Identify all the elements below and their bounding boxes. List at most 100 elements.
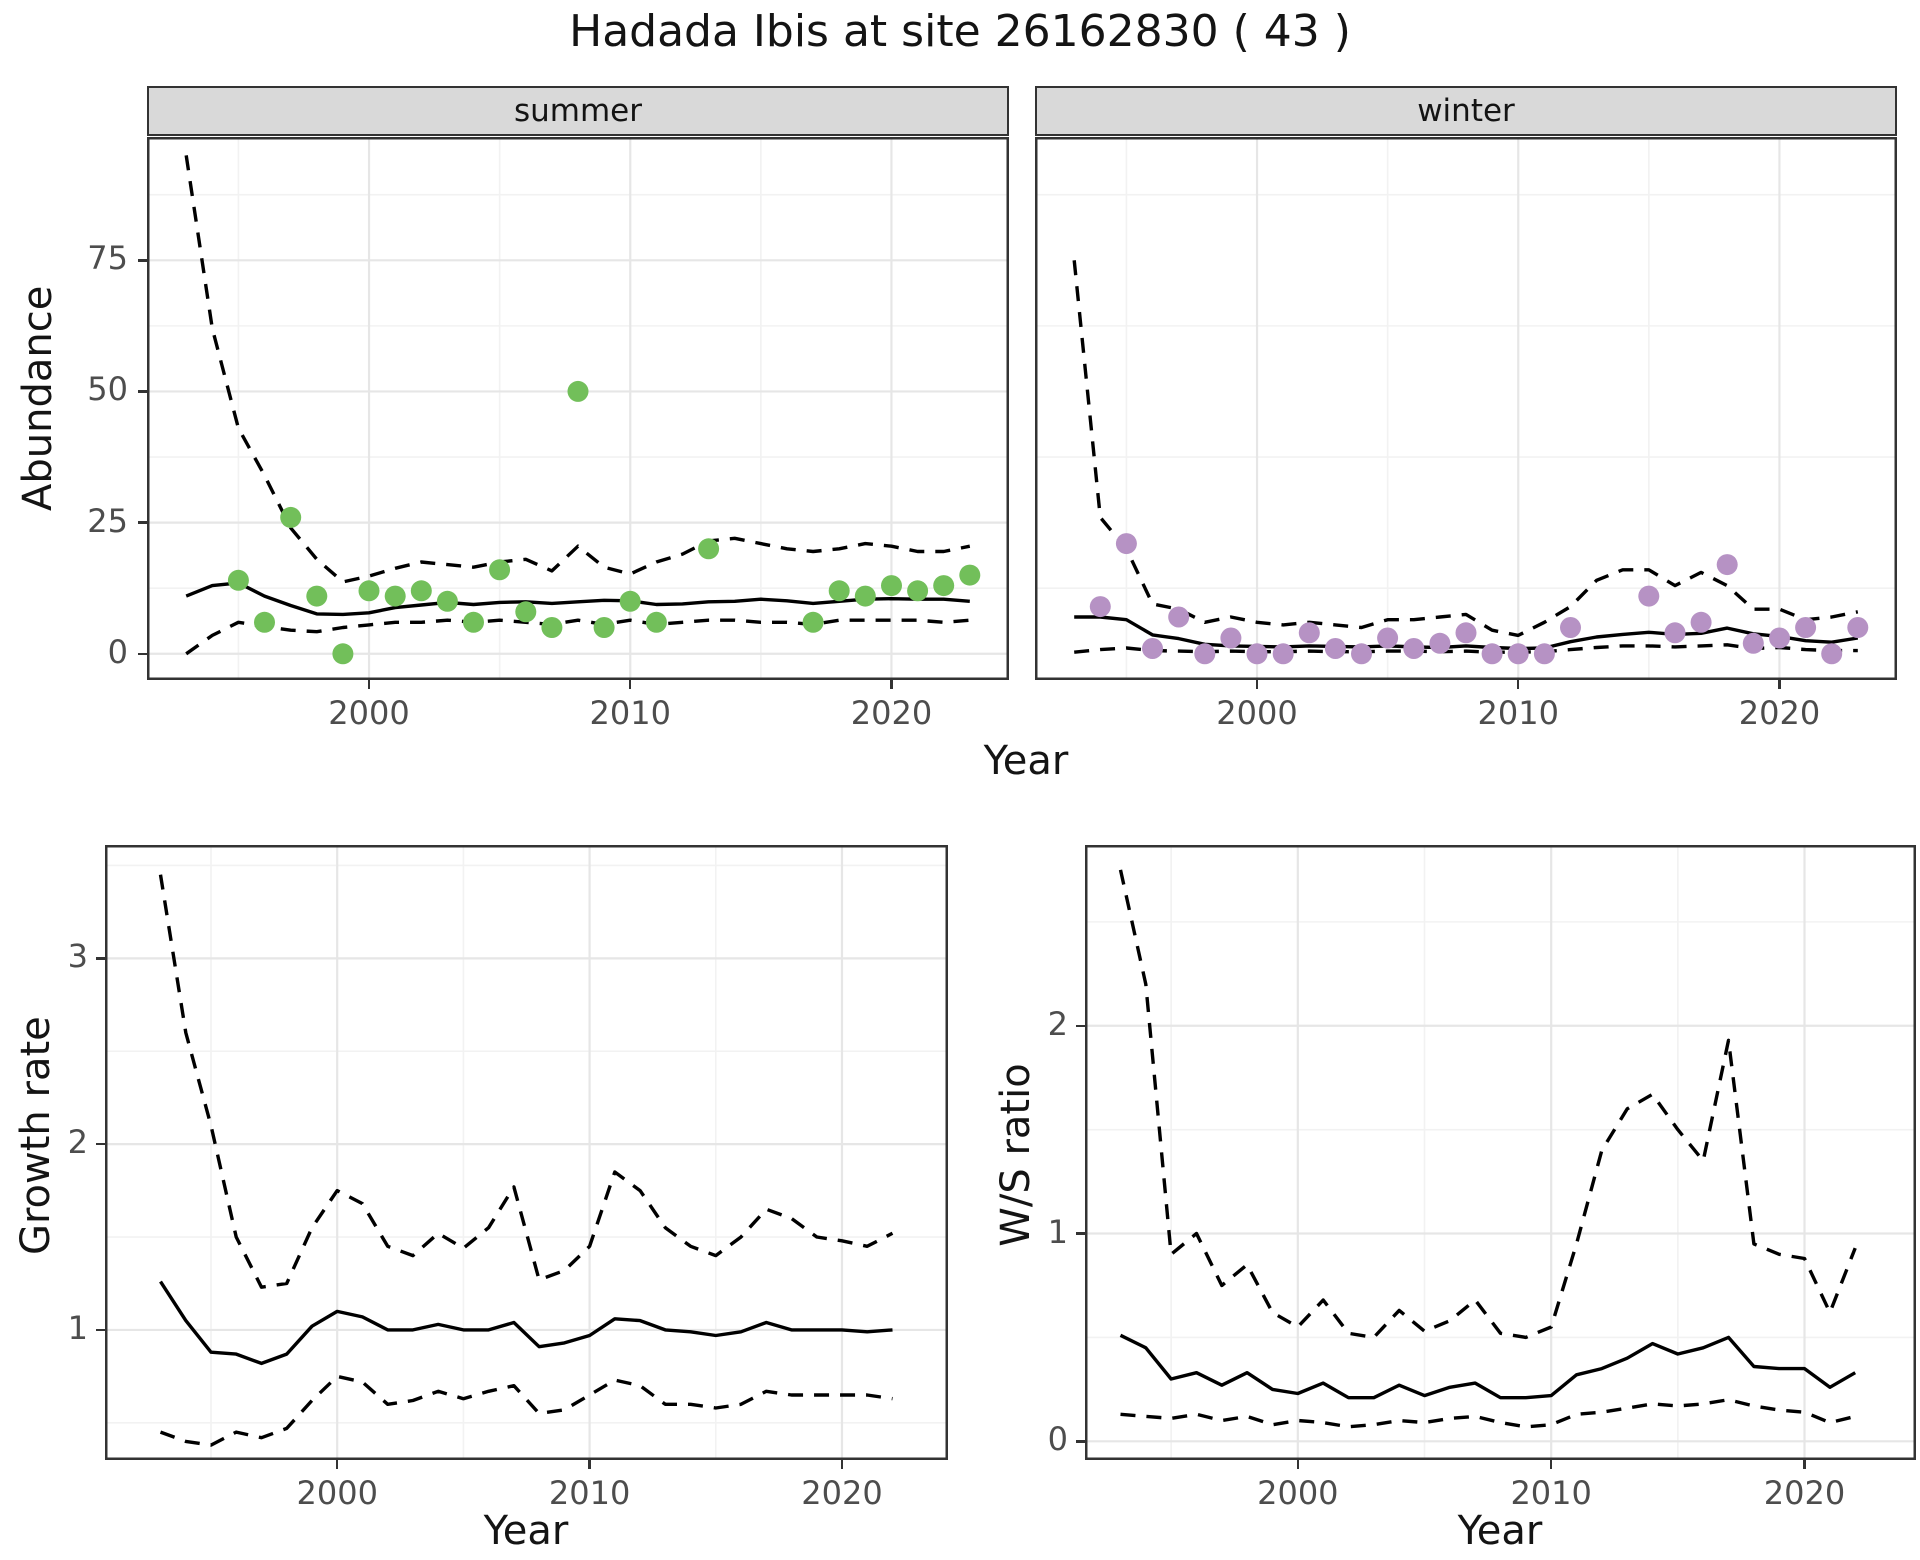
y-tick-mark: [96, 1328, 105, 1332]
x-tick-mark: [335, 1460, 339, 1469]
data-point: [907, 580, 929, 602]
data-point: [1716, 554, 1738, 576]
ci-upper-line: [158, 874, 894, 1289]
data-point: [1481, 643, 1503, 665]
panel-growth-rate: [105, 845, 948, 1460]
y-tick-mark: [138, 390, 147, 393]
y-tick-mark: [138, 521, 147, 524]
panel-border: [147, 137, 1009, 680]
y-tick-label: 75: [87, 239, 128, 278]
data-point: [1089, 596, 1111, 618]
chart-title: Hadada Ibis at site 26162830 ( 43 ): [569, 6, 1351, 57]
data-point: [593, 617, 615, 638]
y-tick-label: 50: [87, 370, 128, 409]
x-tick-mark: [1778, 680, 1781, 689]
x-axis-title-top: Year: [983, 738, 1069, 784]
y-tick-mark: [138, 259, 147, 262]
ci-lower-line: [1120, 1398, 1856, 1429]
x-tick-label: 2010: [589, 694, 671, 732]
data-point: [1429, 632, 1451, 654]
data-point: [1220, 627, 1242, 649]
y-tick-label: 2: [67, 1123, 88, 1162]
x-tick-mark: [840, 1460, 844, 1469]
x-tick-label: 2000: [296, 1474, 378, 1512]
data-point: [1351, 643, 1372, 665]
x-tick-label: 2010: [1477, 694, 1559, 732]
data-point: [306, 585, 328, 607]
data-point: [567, 380, 589, 402]
y-tick-label: 3: [67, 937, 88, 976]
panel-background: [105, 845, 948, 1460]
x-tick-mark: [628, 680, 632, 689]
panel-border: [1035, 137, 1897, 680]
data-point: [1115, 533, 1137, 555]
data-point: [1847, 617, 1869, 638]
facet-strip-winter-label: winter: [1417, 93, 1515, 129]
y-axis-title-abundance: Abundance: [15, 285, 61, 511]
data-point: [802, 611, 824, 633]
data-point: [1298, 622, 1320, 644]
data-point: [1533, 643, 1555, 665]
data-point: [1769, 627, 1790, 649]
ci-upper-line: [1072, 260, 1859, 638]
y-tick-mark: [96, 957, 105, 960]
y-tick-label: 1: [67, 1308, 88, 1347]
ci-lower-line: [185, 618, 970, 656]
data-point: [645, 611, 667, 633]
y-tick-label: 25: [87, 501, 128, 540]
x-tick-mark: [1255, 680, 1259, 689]
panel-abundance-summer: [147, 137, 1009, 680]
data-point: [1324, 638, 1346, 659]
data-point: [436, 590, 458, 612]
panel-background: [1035, 137, 1897, 680]
y-tick-mark: [1076, 1232, 1085, 1235]
facet-strip-summer-label: summer: [513, 93, 642, 129]
facet-strip-winter: winter: [1035, 86, 1897, 136]
x-tick-label: 2010: [1510, 1474, 1592, 1512]
data-point: [881, 575, 902, 597]
data-point: [1560, 617, 1581, 638]
data-point: [1377, 627, 1399, 649]
y-tick-mark: [1076, 1024, 1085, 1027]
data-point: [541, 617, 563, 638]
plot-area: [1085, 845, 1916, 1460]
x-tick-mark: [1516, 680, 1520, 689]
data-point: [1638, 585, 1660, 607]
x-tick-label: 2020: [850, 694, 933, 732]
panel-ws-ratio: [1085, 845, 1916, 1460]
data-point: [1272, 643, 1294, 665]
y-tick-mark: [1076, 1440, 1085, 1443]
x-tick-label: 2020: [1738, 694, 1821, 732]
plot-area: [105, 845, 948, 1460]
data-point: [698, 538, 720, 560]
data-point: [619, 590, 641, 612]
panel-background: [1085, 845, 1916, 1460]
y-tick-label: 2: [1047, 1004, 1068, 1043]
data-point: [828, 580, 850, 602]
data-point: [1194, 643, 1216, 665]
data-point: [959, 564, 981, 586]
plot-area: [1035, 137, 1897, 680]
data-point: [254, 611, 275, 633]
x-tick-mark: [588, 1460, 591, 1469]
plot-area: [147, 137, 1009, 680]
x-tick-mark: [1549, 1460, 1553, 1469]
x-tick-label: 2000: [328, 694, 410, 732]
data-point: [1168, 606, 1190, 628]
data-point: [1821, 643, 1843, 665]
x-tick-mark: [1296, 1460, 1300, 1469]
data-point: [1403, 638, 1425, 659]
data-point: [1742, 632, 1764, 654]
y-tick-mark: [138, 652, 147, 656]
ci-upper-line: [184, 155, 971, 584]
x-tick-mark: [1803, 1460, 1806, 1469]
ci-upper-line: [1118, 869, 1857, 1340]
x-tick-label: 2020: [1763, 1474, 1846, 1512]
ci-lower-line: [159, 1374, 893, 1447]
y-tick-label: 0: [1047, 1420, 1068, 1459]
median-line: [159, 1280, 893, 1366]
panel-abundance-winter: [1035, 137, 1897, 680]
data-point: [358, 580, 380, 602]
data-point: [1142, 638, 1163, 659]
data-point: [1455, 622, 1477, 644]
